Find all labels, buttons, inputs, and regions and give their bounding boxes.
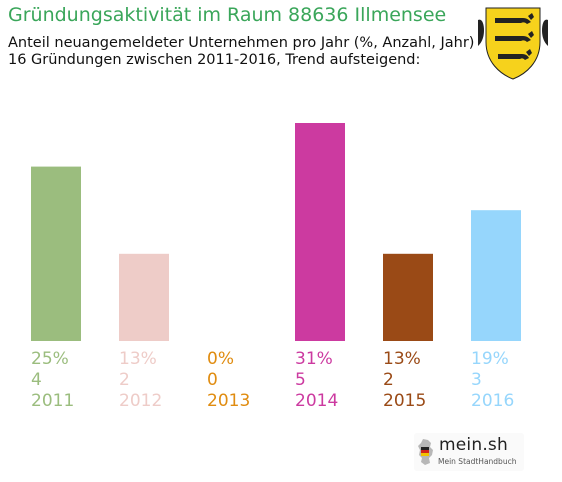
count-label-2016: 3 bbox=[471, 370, 482, 390]
year-label-2013: 2013 bbox=[207, 391, 250, 411]
percent-label-2015: 13% bbox=[383, 349, 421, 369]
chart-subtitle: Anteil neuangemeldeter Unternehmen pro J… bbox=[8, 35, 474, 69]
count-label-2014: 5 bbox=[295, 370, 306, 390]
percent-label-2014: 31% bbox=[295, 349, 333, 369]
year-label-2016: 2016 bbox=[471, 391, 514, 411]
percent-label-2013: 0% bbox=[207, 349, 234, 369]
brand-name: mein.sh bbox=[439, 435, 508, 455]
year-label-2014: 2014 bbox=[295, 391, 338, 411]
year-label-2011: 2011 bbox=[31, 391, 74, 411]
year-label-2015: 2015 bbox=[383, 391, 426, 411]
bar-2016 bbox=[471, 210, 521, 341]
year-label-2012: 2012 bbox=[119, 391, 162, 411]
percent-label-2016: 19% bbox=[471, 349, 509, 369]
percent-label-2011: 25% bbox=[31, 349, 69, 369]
percent-label-2012: 13% bbox=[119, 349, 157, 369]
count-label-2013: 0 bbox=[207, 370, 218, 390]
chart-title: Gründungsaktivität im Raum 88636 Illmens… bbox=[8, 4, 447, 26]
bar-2015 bbox=[383, 253, 433, 341]
subtitle-line-1: Anteil neuangemeldeter Unternehmen pro J… bbox=[8, 35, 475, 51]
bar-2014 bbox=[295, 123, 345, 341]
count-label-2015: 2 bbox=[383, 370, 394, 390]
bar-2011 bbox=[31, 166, 81, 341]
count-label-2011: 4 bbox=[31, 370, 42, 390]
coat-of-arms-icon bbox=[478, 7, 548, 80]
brand-tagline: Mein StadtHandbuch bbox=[438, 457, 517, 466]
brand-badge[interactable]: mein.sh Mein StadtHandbuch bbox=[414, 433, 524, 471]
subtitle-line-2: 16 Gründungen zwischen 2011-2016, Trend … bbox=[8, 52, 421, 68]
germany-map-icon bbox=[418, 439, 433, 465]
bar-2012 bbox=[119, 253, 169, 341]
count-label-2012: 2 bbox=[119, 370, 130, 390]
